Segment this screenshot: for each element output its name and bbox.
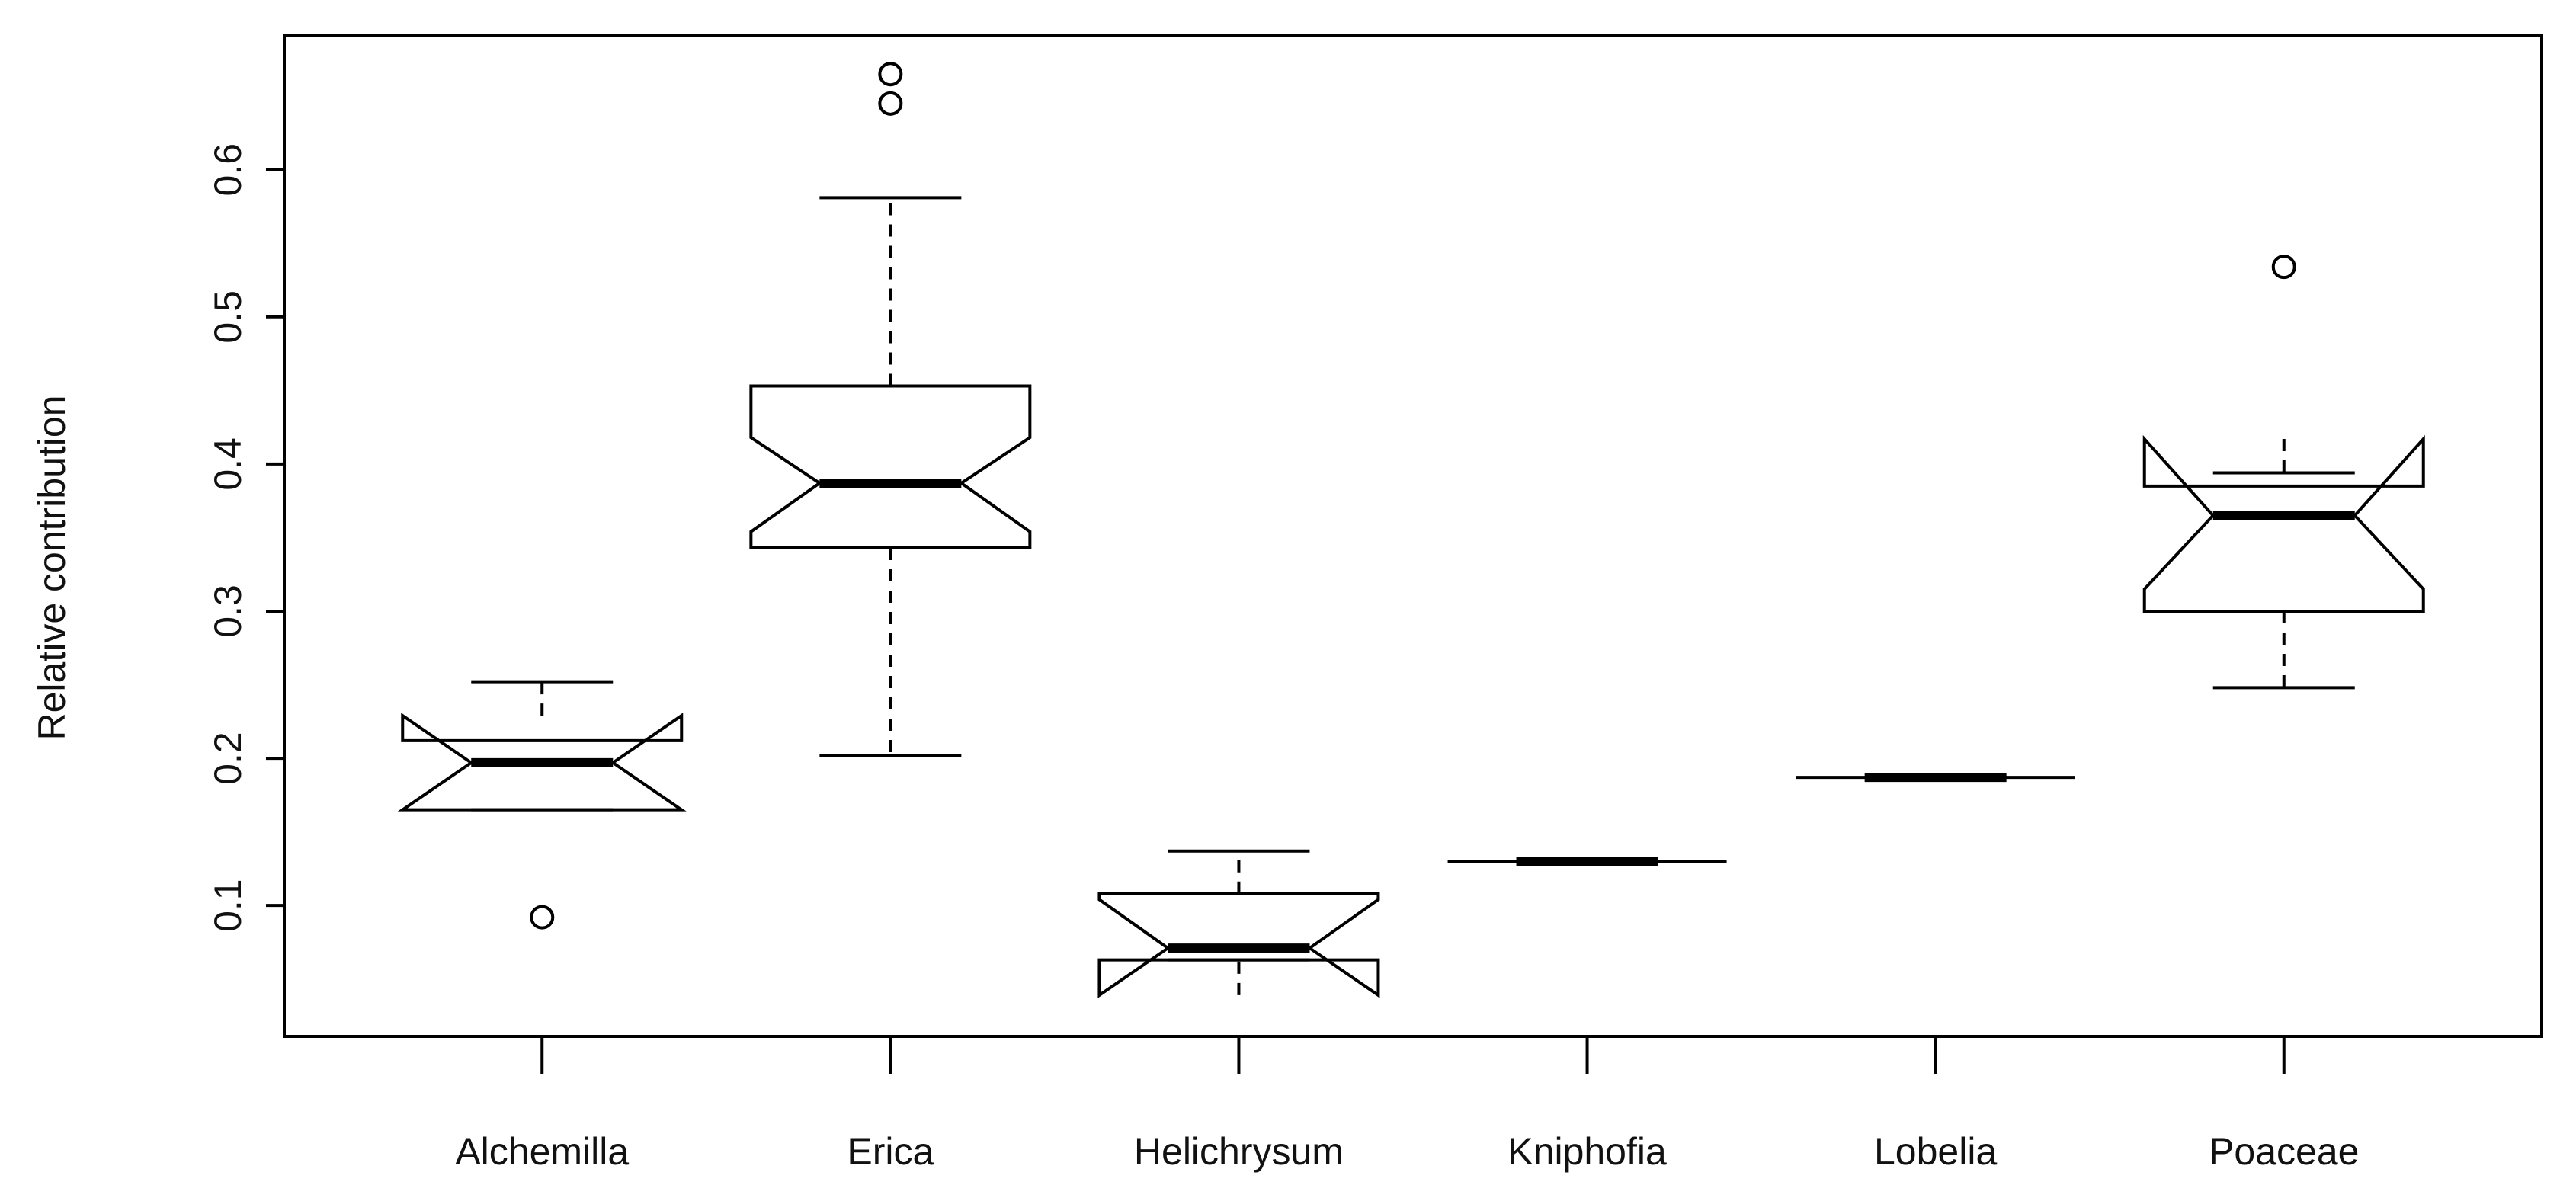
y-tick-label: 0.3 xyxy=(207,584,249,638)
x-tick-label: Kniphofia xyxy=(1507,1130,1667,1173)
box xyxy=(749,384,1032,549)
box xyxy=(2142,434,2425,613)
box xyxy=(397,713,687,812)
outlier xyxy=(530,905,555,930)
x-tick-label: Erica xyxy=(847,1130,934,1173)
outlier xyxy=(878,62,903,87)
outlier xyxy=(2271,255,2296,280)
y-axis-label: Relative contribution xyxy=(30,395,73,740)
x-tick-label: Poaceae xyxy=(2209,1130,2359,1173)
y-tick-label: 0.1 xyxy=(207,879,249,932)
box xyxy=(1097,892,1380,998)
outlier xyxy=(878,91,903,116)
x-tick-label: Lobelia xyxy=(1874,1130,1997,1173)
x-tick-label: Helichrysum xyxy=(1134,1130,1344,1173)
y-tick-label: 0.4 xyxy=(207,437,249,491)
y-tick-label: 0.2 xyxy=(207,732,249,785)
x-tick-label: Alchemilla xyxy=(455,1130,629,1173)
y-tick-label: 0.6 xyxy=(207,143,249,197)
y-tick-label: 0.5 xyxy=(207,290,249,344)
plot-frame xyxy=(283,34,2543,1038)
